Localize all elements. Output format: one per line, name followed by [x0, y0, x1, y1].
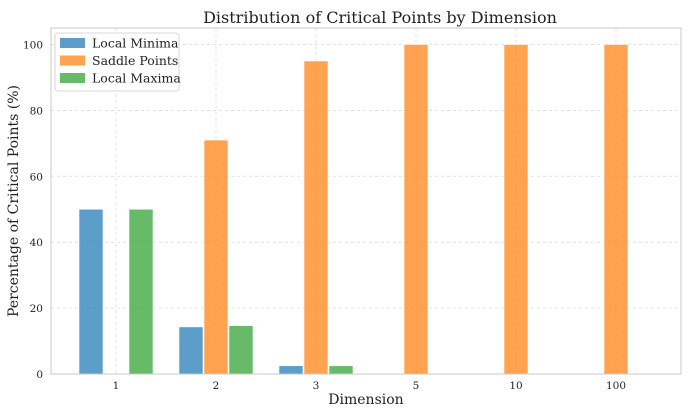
y-tick-label: 100 [23, 39, 43, 51]
x-tick-label: 2 [213, 380, 220, 392]
x-tick-label: 10 [509, 380, 522, 392]
bar-local-maxima [128, 208, 154, 375]
bar-local-minima [178, 326, 204, 375]
bar-local-minima [78, 208, 104, 375]
bar-local-minima [278, 365, 304, 375]
x-tick-label: 100 [606, 380, 626, 392]
y-tick-label: 40 [30, 237, 43, 249]
legend-swatch [60, 38, 85, 48]
bar-saddle-points [403, 44, 429, 375]
bar-saddle-points [203, 139, 229, 375]
plot-frame [50, 27, 682, 375]
x-tick-label: 1 [113, 380, 120, 392]
legend: Local Minima Saddle Points Local Maxima [54, 32, 181, 92]
legend-label: Local Minima [92, 36, 179, 51]
bars [78, 44, 629, 375]
bar-local-maxima [328, 365, 354, 375]
bar-saddle-points [503, 44, 529, 375]
legend-swatch [60, 73, 85, 83]
legend-label: Saddle Points [92, 53, 178, 68]
y-tick-label: 60 [30, 171, 43, 183]
x-axis-label: Dimension [328, 392, 403, 408]
y-tick-label: 20 [30, 303, 43, 315]
bar-local-maxima [228, 325, 254, 375]
x-tick-label: 3 [313, 380, 320, 392]
legend-box [54, 32, 180, 92]
x-tick-label: 5 [413, 380, 420, 392]
y-tick-label: 0 [36, 369, 43, 381]
x-tick-labels: 1 2 3 5 10 100 [113, 380, 626, 392]
bar-saddle-points [603, 44, 629, 375]
y-axis-label: Percentage of Critical Points (%) [6, 85, 22, 317]
bar-saddle-points [303, 60, 329, 375]
y-tick-label: 80 [30, 105, 43, 117]
chart-title: Distribution of Critical Points by Dimen… [203, 8, 557, 27]
y-tick-labels: 0 20 40 60 80 100 [23, 39, 43, 381]
legend-swatch [60, 55, 85, 66]
legend-label: Local Maxima [92, 71, 181, 86]
